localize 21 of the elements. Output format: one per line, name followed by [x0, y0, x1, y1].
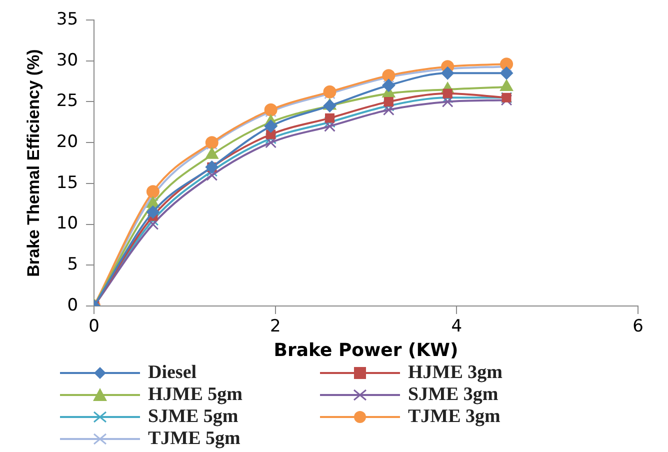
y-tick-label: 5 [67, 254, 78, 275]
y-tick-label: 0 [67, 295, 78, 316]
legend-label: TJME 5gm [148, 428, 240, 450]
y-tick-label: 30 [56, 50, 78, 70]
legend-label: HJME 5gm [148, 384, 242, 406]
legend-label: TJME 3gm [408, 406, 500, 428]
legend-label: SJME 5gm [148, 406, 238, 428]
legend-label: HJME 3gm [408, 362, 502, 384]
x-tick-label: 6 [632, 316, 644, 337]
x-tick-label: 2 [270, 316, 281, 337]
y-tick-label: 20 [56, 132, 78, 152]
x-axis-title: Brake Power (KW) [274, 340, 458, 361]
y-tick-label: 25 [56, 91, 78, 112]
y-axis-title: Brake Themal Efficiency (%) [24, 49, 43, 277]
y-tick-label: 10 [56, 214, 78, 234]
y-tick-label: 35 [56, 9, 78, 30]
y-tick-label: 15 [56, 172, 78, 193]
legend-label: Diesel [148, 362, 197, 384]
x-tick-label: 0 [88, 316, 100, 337]
legend-label: SJME 3gm [408, 384, 498, 406]
x-tick-label: 4 [451, 316, 462, 337]
